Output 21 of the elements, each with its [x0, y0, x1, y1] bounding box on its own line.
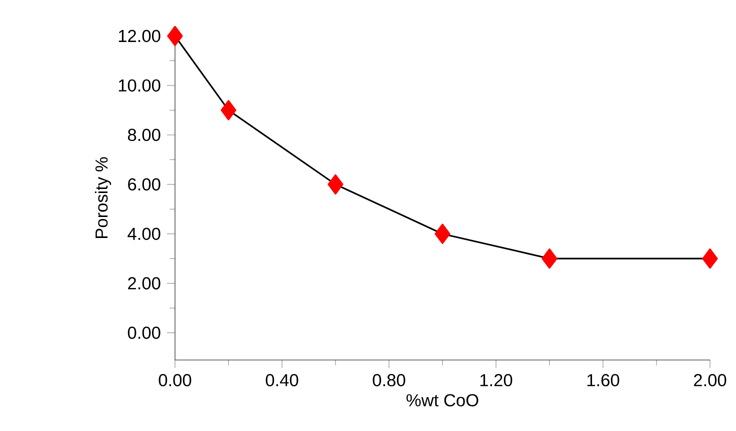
- x-tick-label: 0.40: [266, 374, 298, 386]
- y-tick-label: 12.00: [118, 30, 160, 42]
- y-axis-title: Porosity %: [94, 157, 112, 238]
- point: [328, 174, 344, 195]
- x-tick-label: 0.80: [372, 374, 406, 386]
- x-tick-label: 1.60: [587, 374, 620, 386]
- y-tick-label: 4.00: [128, 228, 160, 240]
- point: [167, 26, 183, 46]
- x-tick-label: 1.20: [480, 374, 512, 386]
- y-tick-label: 10.00: [118, 79, 160, 92]
- y-tick-label: 2.00: [128, 277, 160, 290]
- y-tick-label: 0.00: [128, 326, 160, 339]
- y-tick-label: 6.00: [128, 178, 160, 191]
- point: [220, 100, 236, 120]
- y-tick-label: 8.00: [128, 128, 160, 142]
- point: [702, 248, 718, 269]
- x-tick-label: 0.00: [158, 374, 192, 386]
- x-axis-title: %wt CoO: [406, 394, 478, 406]
- point: [434, 224, 450, 244]
- x-tick-label: 2.00: [694, 374, 726, 386]
- point: [542, 248, 558, 269]
